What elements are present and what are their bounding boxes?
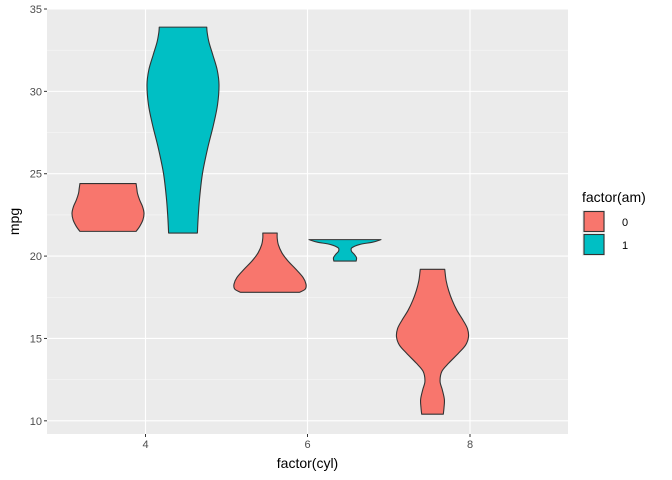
violin-am0-cyl6 xyxy=(233,232,307,293)
y-axis: 10 15 20 25 30 35 xyxy=(30,4,47,428)
violin-am1-cyl6 xyxy=(308,239,382,262)
violin-am0-cyl4 xyxy=(71,183,145,232)
violin-am1-cyl4 xyxy=(146,26,220,234)
legend-key-1 xyxy=(583,233,605,256)
legend-title: factor(am) xyxy=(582,189,646,205)
y-tick-label: 25 xyxy=(30,169,42,181)
legend-key-0 xyxy=(583,210,605,233)
legend-label-0: 0 xyxy=(622,217,628,229)
x-axis-title: factor(cyl) xyxy=(277,455,338,471)
grid-lines xyxy=(47,8,568,434)
y-tick-label: 15 xyxy=(30,333,42,345)
x-tick-label: 6 xyxy=(304,439,310,451)
x-tick-label: 8 xyxy=(467,439,473,451)
x-axis: 4 6 8 xyxy=(142,434,473,451)
y-axis-title: mpg xyxy=(6,208,22,235)
violins xyxy=(71,26,470,415)
y-tick-label: 10 xyxy=(30,416,42,428)
legend: factor(am) 0 1 xyxy=(582,189,646,256)
x-tick-label: 4 xyxy=(142,439,148,451)
legend-label-1: 1 xyxy=(622,240,628,252)
y-tick-label: 20 xyxy=(30,251,42,263)
violin-am0-cyl8 xyxy=(395,268,470,415)
y-tick-label: 30 xyxy=(30,86,42,98)
y-tick-label: 35 xyxy=(30,4,42,16)
